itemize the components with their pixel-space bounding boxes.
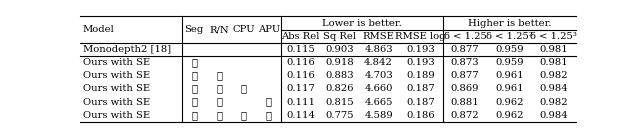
Text: ✓: ✓ bbox=[191, 98, 197, 107]
Text: RMSE: RMSE bbox=[363, 32, 394, 41]
Text: 0.981: 0.981 bbox=[540, 58, 568, 67]
Text: 0.962: 0.962 bbox=[495, 111, 524, 120]
Text: ✓: ✓ bbox=[216, 85, 222, 93]
Text: Ours with SE: Ours with SE bbox=[83, 85, 150, 93]
Text: 0.815: 0.815 bbox=[325, 98, 354, 107]
Text: 0.775: 0.775 bbox=[325, 111, 354, 120]
Text: 0.872: 0.872 bbox=[451, 111, 479, 120]
Text: 0.187: 0.187 bbox=[406, 85, 435, 93]
Text: 0.116: 0.116 bbox=[286, 58, 315, 67]
Text: APU: APU bbox=[258, 25, 280, 34]
Text: 4.703: 4.703 bbox=[364, 71, 393, 80]
Text: 0.982: 0.982 bbox=[540, 71, 568, 80]
Text: Ours with SE: Ours with SE bbox=[83, 71, 150, 80]
Text: 0.918: 0.918 bbox=[325, 58, 354, 67]
Text: R/N: R/N bbox=[209, 25, 229, 34]
Text: ✓: ✓ bbox=[191, 111, 197, 120]
Text: 4.660: 4.660 bbox=[364, 85, 393, 93]
Text: 0.117: 0.117 bbox=[286, 85, 315, 93]
Text: 0.959: 0.959 bbox=[495, 45, 524, 54]
Text: ✓: ✓ bbox=[241, 111, 247, 120]
Text: CPU: CPU bbox=[232, 25, 255, 34]
Text: 0.984: 0.984 bbox=[540, 85, 568, 93]
Text: ✓: ✓ bbox=[241, 85, 247, 93]
Text: 0.826: 0.826 bbox=[325, 85, 354, 93]
Text: 4.589: 4.589 bbox=[364, 111, 393, 120]
Text: 0.116: 0.116 bbox=[286, 71, 315, 80]
Text: 0.961: 0.961 bbox=[495, 71, 524, 80]
Text: 4.665: 4.665 bbox=[364, 98, 393, 107]
Text: ✓: ✓ bbox=[216, 111, 222, 120]
Text: 0.873: 0.873 bbox=[451, 58, 479, 67]
Text: 0.961: 0.961 bbox=[495, 85, 524, 93]
Text: 0.981: 0.981 bbox=[540, 45, 568, 54]
Text: δ < 1.25²: δ < 1.25² bbox=[486, 32, 533, 41]
Text: Lower is better.: Lower is better. bbox=[322, 18, 402, 28]
Text: 0.111: 0.111 bbox=[286, 98, 315, 107]
Text: ✓: ✓ bbox=[266, 111, 272, 120]
Text: 0.193: 0.193 bbox=[406, 45, 435, 54]
Text: 0.187: 0.187 bbox=[406, 98, 435, 107]
Text: Ours with SE: Ours with SE bbox=[83, 98, 150, 107]
Text: 0.959: 0.959 bbox=[495, 58, 524, 67]
Text: 0.877: 0.877 bbox=[451, 71, 479, 80]
Text: ✓: ✓ bbox=[191, 85, 197, 93]
Text: 0.881: 0.881 bbox=[451, 98, 479, 107]
Text: Ours with SE: Ours with SE bbox=[83, 111, 150, 120]
Text: Model: Model bbox=[83, 25, 115, 34]
Text: 0.193: 0.193 bbox=[406, 58, 435, 67]
Text: Abs Rel: Abs Rel bbox=[282, 32, 320, 41]
Text: 0.869: 0.869 bbox=[451, 85, 479, 93]
Text: 4.863: 4.863 bbox=[364, 45, 393, 54]
Text: δ < 1.25³: δ < 1.25³ bbox=[531, 32, 577, 41]
Text: ✓: ✓ bbox=[216, 98, 222, 107]
Text: 0.189: 0.189 bbox=[406, 71, 435, 80]
Text: 0.903: 0.903 bbox=[325, 45, 354, 54]
Text: 0.984: 0.984 bbox=[540, 111, 568, 120]
Text: 4.842: 4.842 bbox=[364, 58, 393, 67]
Text: 0.114: 0.114 bbox=[286, 111, 315, 120]
Text: 0.186: 0.186 bbox=[406, 111, 435, 120]
Text: 0.962: 0.962 bbox=[495, 98, 524, 107]
Text: Seg: Seg bbox=[184, 25, 204, 34]
Text: δ < 1.25: δ < 1.25 bbox=[444, 32, 486, 41]
Text: ✓: ✓ bbox=[191, 58, 197, 67]
Text: RMSE log: RMSE log bbox=[396, 32, 445, 41]
Text: Higher is better.: Higher is better. bbox=[468, 18, 551, 28]
Text: Monodepth2 [18]: Monodepth2 [18] bbox=[83, 45, 171, 54]
Text: ✓: ✓ bbox=[191, 71, 197, 80]
Text: ✓: ✓ bbox=[266, 98, 272, 107]
Text: Ours with SE: Ours with SE bbox=[83, 58, 150, 67]
Text: 0.982: 0.982 bbox=[540, 98, 568, 107]
Text: ✓: ✓ bbox=[216, 71, 222, 80]
Text: 0.883: 0.883 bbox=[325, 71, 354, 80]
Text: 0.877: 0.877 bbox=[451, 45, 479, 54]
Text: 0.115: 0.115 bbox=[286, 45, 315, 54]
Text: Sq Rel: Sq Rel bbox=[323, 32, 356, 41]
